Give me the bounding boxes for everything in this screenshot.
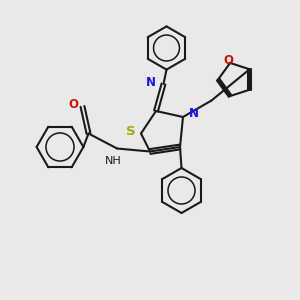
Text: NH: NH [105, 156, 122, 166]
Text: N: N [146, 76, 156, 89]
Text: O: O [68, 98, 78, 112]
Text: S: S [126, 124, 136, 138]
Text: O: O [224, 54, 234, 67]
Text: N: N [188, 107, 198, 120]
